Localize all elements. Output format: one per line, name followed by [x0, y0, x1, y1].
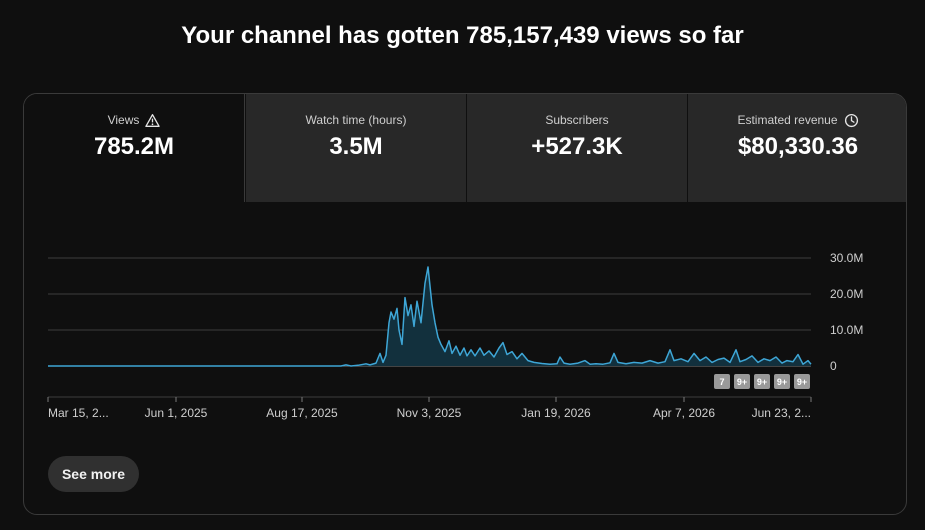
- x-tick-label: Mar 15, 2...: [48, 406, 109, 420]
- x-tick-label: Aug 17, 2025: [266, 406, 338, 420]
- annotation-badge[interactable]: 9+: [794, 374, 810, 389]
- tab-subscribers[interactable]: Subscribers +527.3K: [466, 94, 687, 202]
- annotation-badge[interactable]: 7: [714, 374, 730, 389]
- metric-tabs: Views 785.2M Watch time (hours) 3.5M Sub…: [24, 94, 906, 202]
- annotation-badge-label: 7: [719, 377, 724, 387]
- see-more-button[interactable]: See more: [48, 456, 139, 492]
- tab-views-label: Views: [107, 113, 140, 127]
- annotation-badge-bg: [754, 374, 770, 389]
- annotation-badge-bg: [714, 374, 730, 389]
- x-tick-label: Jan 19, 2026: [521, 406, 591, 420]
- views-series-line: [48, 266, 812, 367]
- x-tick-label: Nov 3, 2025: [397, 406, 462, 420]
- annotation-badge-label: 9+: [737, 377, 747, 387]
- annotation-badge-label: 9+: [777, 377, 787, 387]
- tab-watch-time[interactable]: Watch time (hours) 3.5M: [245, 94, 466, 202]
- annotation-badge[interactable]: 9+: [734, 374, 750, 389]
- y-tick-label: 20.0M: [830, 287, 863, 301]
- annotation-badge-label: 9+: [797, 377, 807, 387]
- x-tick-label: Jun 23, 2...: [752, 406, 811, 420]
- views-area: [48, 267, 811, 366]
- tab-revenue-label: Estimated revenue: [737, 113, 838, 127]
- warning-icon[interactable]: [145, 113, 161, 128]
- y-tick-label: 0: [830, 359, 837, 373]
- tab-subscribers-label: Subscribers: [545, 113, 609, 127]
- annotation-badge-bg: [794, 374, 810, 389]
- tab-watch-time-value: 3.5M: [329, 133, 383, 160]
- clock-icon[interactable]: [844, 113, 859, 128]
- tab-revenue-value: $80,330.36: [737, 133, 859, 160]
- x-tick-label: Apr 7, 2026: [653, 406, 715, 420]
- tab-subscribers-value: +527.3K: [531, 133, 623, 160]
- annotation-badge[interactable]: 9+: [754, 374, 770, 389]
- tab-views-value: 785.2M: [93, 133, 175, 160]
- y-tick-label: 30.0M: [830, 251, 863, 265]
- x-tick-label: Jun 1, 2025: [145, 406, 208, 420]
- tab-views[interactable]: Views 785.2M: [24, 94, 245, 202]
- tab-estimated-revenue[interactable]: Estimated revenue $80,330.36: [687, 94, 906, 202]
- page-title: Your channel has gotten 785,157,439 view…: [181, 22, 744, 49]
- annotation-badge-bg: [734, 374, 750, 389]
- annotation-badge-bg: [774, 374, 790, 389]
- views-chart: 30.0M 20.0M 10.0M 0 7 9+ 9+ 9+ 9+ Mar 15, 2... Jun…: [47, 251, 863, 420]
- tab-watch-time-label: Watch time (hours): [305, 113, 407, 127]
- y-tick-label: 10.0M: [830, 323, 863, 337]
- analytics-card: Views 785.2M Watch time (hours) 3.5M Sub…: [23, 93, 907, 515]
- annotation-badge[interactable]: 9+: [774, 374, 790, 389]
- annotation-badge-label: 9+: [757, 377, 767, 387]
